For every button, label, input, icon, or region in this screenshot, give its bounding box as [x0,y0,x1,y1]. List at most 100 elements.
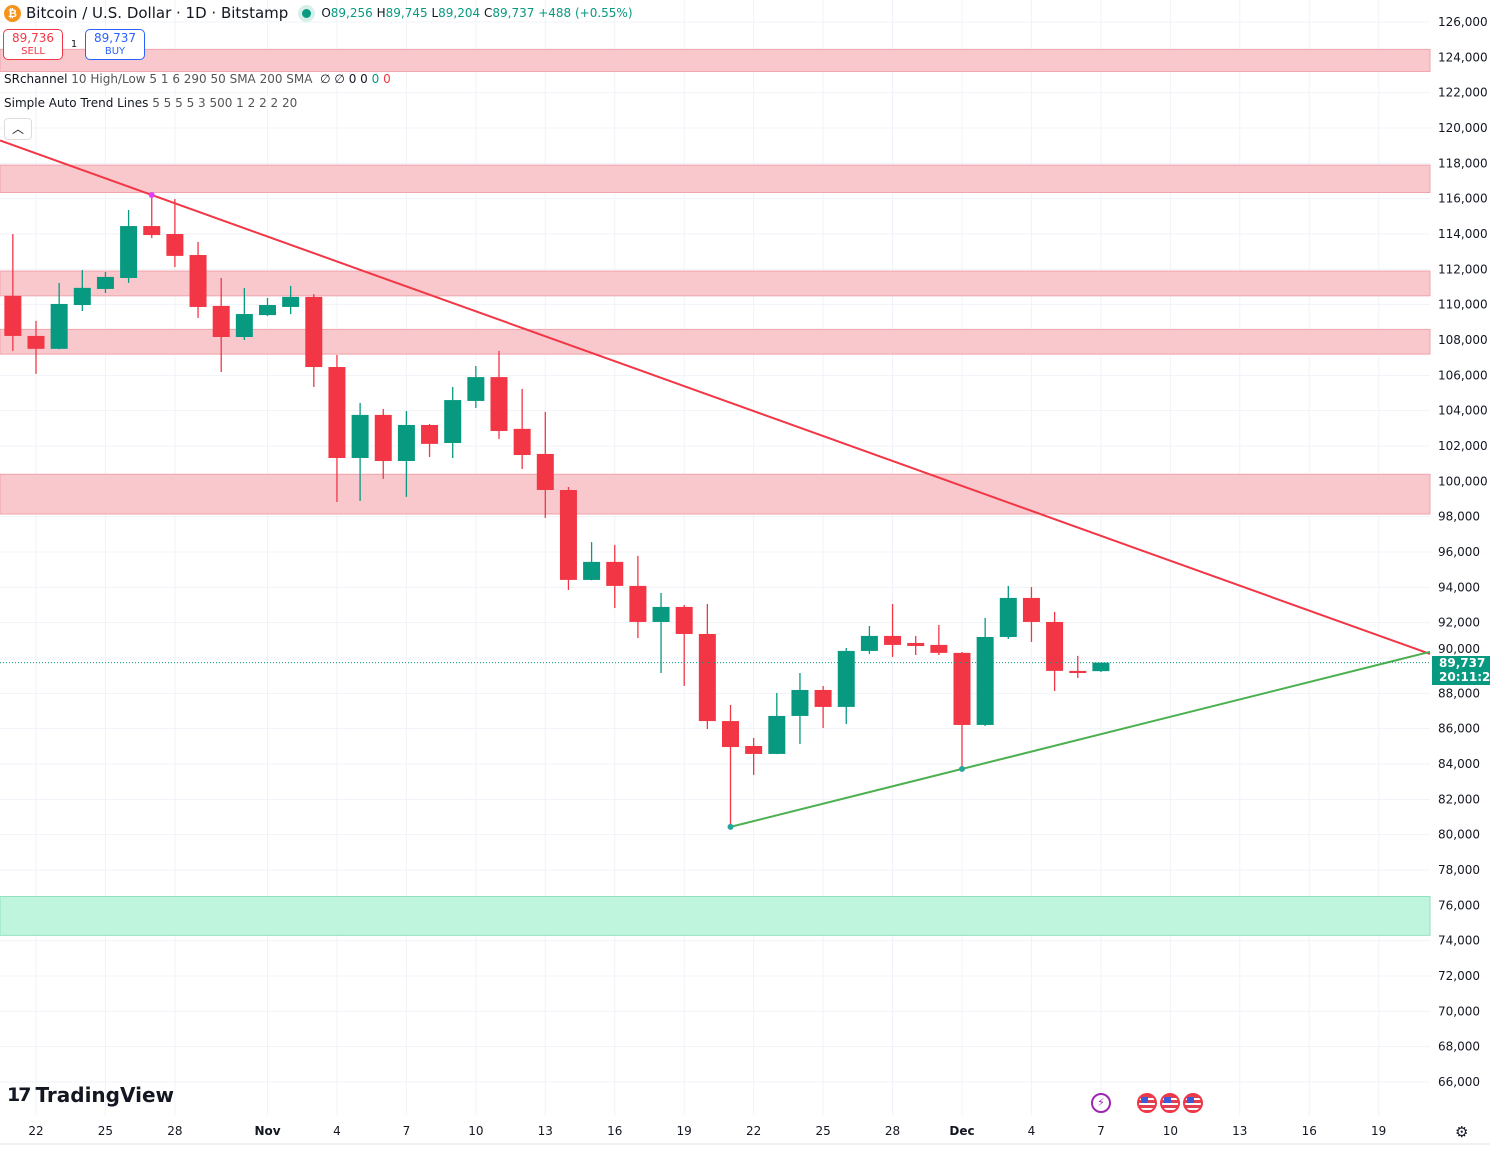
candle-up [444,400,462,443]
candle-up [96,276,114,289]
downtrend-line [0,139,1431,655]
time-axis-label: 4 [333,1124,341,1138]
candle-down [698,633,716,722]
price-axis-label: 94,000 [1438,580,1480,594]
price-axis-label: 84,000 [1438,757,1480,771]
price-axis-label: 126,000 [1438,15,1488,29]
candle-down [814,689,832,707]
time-axis-label: 28 [167,1124,182,1138]
candle-down [629,585,647,622]
candle-down [305,296,323,368]
tradingview-logo[interactable]: 17 TradingView [7,1083,175,1107]
ohlc-values: O89,256 H89,745 L89,204 C89,737 +488 (+0… [321,6,633,20]
price-axis-label: 66,000 [1438,1075,1480,1089]
candle-down [513,428,531,456]
buy-button[interactable]: 89,737 BUY [85,29,145,60]
price-axis-label: 102,000 [1438,439,1488,453]
trade-panel: 89,736 SELL 1 89,737 BUY [3,29,145,60]
pivot-high-marker [148,191,155,198]
candle-down [189,255,207,307]
us-flag-icon[interactable] [1160,1093,1180,1113]
us-flag-icon[interactable] [1137,1093,1157,1113]
price-axis-label: 96,000 [1438,545,1480,559]
resistance-zone [0,48,1431,72]
candle-down [212,305,230,337]
price-axis-label: 114,000 [1438,227,1488,241]
price-axis-label: 90,000 [1438,642,1480,656]
gear-icon[interactable]: ⚙ [1455,1123,1469,1141]
candle-up [791,689,809,716]
candle-down [907,642,925,646]
candle-up [50,303,68,349]
candle-up [860,635,878,651]
candle-down [606,561,624,586]
price-axis-label: 92,000 [1438,616,1480,630]
time-axis-label: 4 [1028,1124,1036,1138]
candle-down [1022,597,1040,622]
time-axis-label: Dec [949,1124,974,1138]
symbol-title[interactable]: Bitcoin / U.S. Dollar · 1D · Bitstamp [26,4,289,22]
price-axis-label: 106,000 [1438,368,1488,382]
candle-down [1046,621,1064,671]
uptrend-line [730,650,1431,828]
candle-down [374,414,392,462]
indicator-srchannel[interactable]: SRchannel 10 High/Low 5 1 6 290 50 SMA 2… [4,72,391,86]
candle-up [73,287,91,306]
candle-up [397,424,415,462]
price-axis-label: 124,000 [1438,50,1488,64]
sell-button[interactable]: 89,736 SELL [3,29,63,60]
price-axis-label: 100,000 [1438,474,1488,488]
time-axis-label: 25 [98,1124,113,1138]
chevron-up-icon[interactable]: ︿ [4,118,32,140]
candle-up [583,561,601,580]
candle-down [559,489,577,580]
price-axis-label: 112,000 [1438,262,1488,276]
price-axis-label: 86,000 [1438,722,1480,736]
time-axis-label: 13 [1232,1124,1247,1138]
candle-down [536,453,554,490]
candle-down [421,424,439,444]
candle-up [467,377,485,401]
candle-up [768,715,786,754]
indicator-auto-trend-lines[interactable]: Simple Auto Trend Lines 5 5 5 5 3 500 1 … [4,96,298,110]
time-axis-label: 19 [677,1124,692,1138]
candle-down [490,377,508,431]
candle-up [351,414,369,459]
time-axis-label: 16 [1302,1124,1317,1138]
price-axis-label: 104,000 [1438,404,1488,418]
time-axis-label: 7 [1097,1124,1105,1138]
time-axis-label: 19 [1371,1124,1386,1138]
us-flag-icon[interactable] [1183,1093,1203,1113]
candle-up [235,314,253,337]
time-axis-label: 28 [885,1124,900,1138]
price-axis-label: 78,000 [1438,863,1480,877]
price-axis-label: 70,000 [1438,1004,1480,1018]
candle-down [953,652,971,725]
time-axis-label: 13 [538,1124,553,1138]
quantity[interactable]: 1 [70,39,78,50]
price-axis-label: 118,000 [1438,156,1488,170]
time-axis-label: 10 [1163,1124,1178,1138]
candle-up [652,606,670,622]
candle-up [282,296,300,307]
lightning-sparkle-icon[interactable]: ⚡ [1091,1093,1111,1113]
resistance-zone [0,473,1431,515]
price-axis-label: 120,000 [1438,121,1488,135]
time-axis-label: 10 [468,1124,483,1138]
market-open-status-icon [302,8,312,18]
candle-down [884,635,902,645]
bitcoin-icon: ₿ [4,4,21,22]
candle-down [1069,670,1087,674]
time-axis-label: 22 [746,1124,761,1138]
price-axis-label: 110,000 [1438,298,1488,312]
time-axis-label: 16 [607,1124,622,1138]
price-axis-label: 82,000 [1438,792,1480,806]
time-axis-label: 7 [403,1124,411,1138]
price-axis-label: 116,000 [1438,192,1488,206]
price-axis-label: 122,000 [1438,86,1488,100]
price-axis-label: 72,000 [1438,969,1480,983]
price-axis-label: 88,000 [1438,686,1480,700]
candle-up [1092,662,1110,672]
